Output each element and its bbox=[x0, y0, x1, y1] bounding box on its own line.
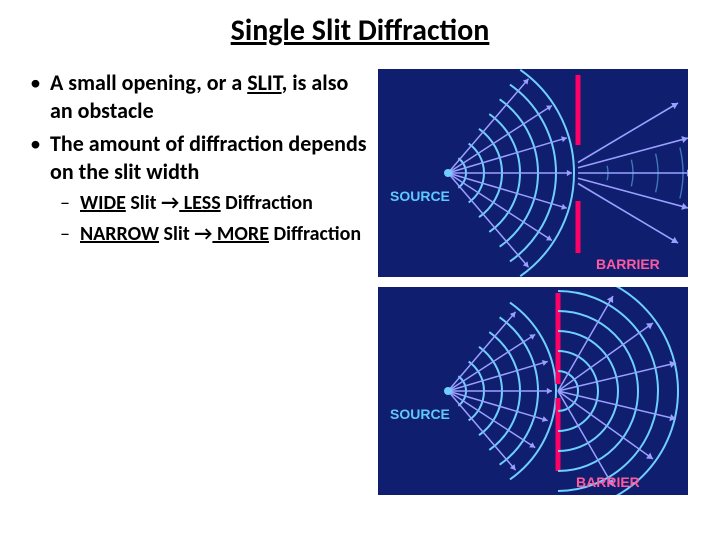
page-title: Single Slit Diffraction bbox=[30, 12, 690, 49]
sub2-arrow: → bbox=[194, 222, 212, 246]
narrow-slit-diagram: SOURCE BARRIER bbox=[378, 287, 688, 495]
sub1-wide: WIDE bbox=[80, 191, 126, 215]
sub1-less: LESS bbox=[179, 191, 220, 215]
bullet-1-slit: SLIT bbox=[247, 69, 281, 96]
subbullet-2: – NARROW Slit → MORE Diffraction bbox=[60, 222, 370, 247]
svg-text:BARRIER: BARRIER bbox=[596, 256, 660, 272]
sub2-slit: Slit bbox=[159, 222, 194, 246]
sub1-arrow: → bbox=[161, 191, 179, 215]
sub2-diff: Diffraction bbox=[269, 222, 361, 246]
content-row: • A small opening, or a SLIT, is also an… bbox=[30, 69, 690, 495]
sub2-more: MORE bbox=[212, 222, 269, 246]
subbullet-marker: – bbox=[60, 222, 80, 247]
bullet-1-pre: A small opening, or a bbox=[50, 69, 247, 96]
diagram-column: SOURCE BARRIER SOURCE BARRIER bbox=[378, 69, 690, 495]
svg-text:SOURCE: SOURCE bbox=[390, 188, 450, 204]
bullet-marker: • bbox=[30, 130, 50, 185]
wide-slit-diagram: SOURCE BARRIER bbox=[378, 69, 688, 277]
bullet-1: • A small opening, or a SLIT, is also an… bbox=[30, 69, 370, 124]
sub2-narrow: NARROW bbox=[80, 222, 159, 246]
subbullet-marker: – bbox=[60, 191, 80, 216]
bullet-marker: • bbox=[30, 69, 50, 124]
svg-text:SOURCE: SOURCE bbox=[390, 406, 450, 422]
subbullet-1: – WIDE Slit → LESS Diffraction bbox=[60, 191, 370, 216]
sub1-slit: Slit bbox=[126, 191, 161, 215]
bullet-2-text: The amount of diffraction depends on the… bbox=[50, 130, 370, 185]
text-column: • A small opening, or a SLIT, is also an… bbox=[30, 69, 370, 495]
sub1-diff: Diffraction bbox=[221, 191, 313, 215]
bullet-2: • The amount of diffraction depends on t… bbox=[30, 130, 370, 185]
svg-text:BARRIER: BARRIER bbox=[576, 474, 640, 490]
